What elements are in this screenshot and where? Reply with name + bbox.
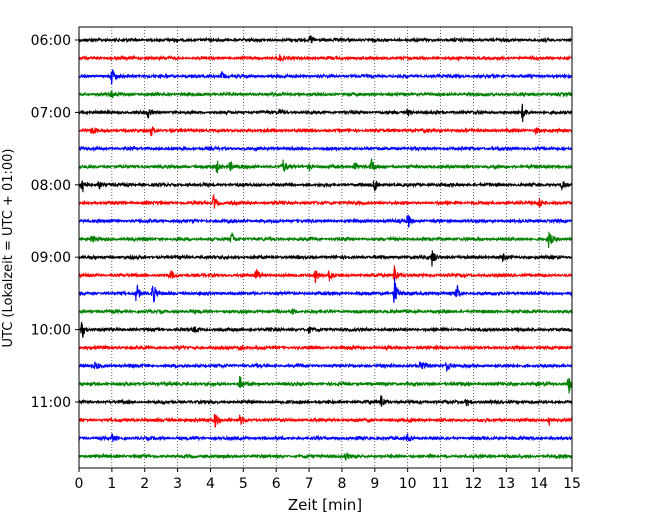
traces bbox=[78, 35, 573, 461]
x-tick-label: 8 bbox=[337, 476, 346, 492]
x-tick-label: 13 bbox=[497, 476, 515, 492]
trace-1115 bbox=[78, 413, 573, 428]
trace-0615 bbox=[78, 54, 573, 62]
x-tick-label: 14 bbox=[530, 476, 548, 492]
trace-0645 bbox=[78, 90, 573, 99]
trace-0715 bbox=[78, 126, 573, 137]
y-tick-label: 11:00 bbox=[31, 395, 71, 411]
y-tick-label: 07:00 bbox=[31, 105, 71, 121]
x-tick-label: 12 bbox=[464, 476, 482, 492]
plot-frame bbox=[78, 26, 573, 469]
trace-0700 bbox=[78, 103, 573, 123]
x-tick-label: 11 bbox=[432, 476, 450, 492]
trace-0630 bbox=[78, 69, 573, 85]
x-tick-label: 6 bbox=[272, 476, 281, 492]
trace-1000 bbox=[78, 321, 573, 338]
plot-background bbox=[79, 27, 572, 468]
x-tick-label: 1 bbox=[107, 476, 116, 492]
y-axis-ticks: 06:00 07:00 08:00 09:00 10:00 11:00 bbox=[31, 33, 79, 411]
trace-1100 bbox=[78, 395, 573, 407]
x-tick-label: 7 bbox=[305, 476, 314, 492]
x-axis-ticks: 0 1 2 3 4 5 6 7 8 9 10 11 12 13 14 15 bbox=[75, 468, 581, 492]
x-tick-label: 0 bbox=[75, 476, 84, 492]
x-tick-label: 3 bbox=[173, 476, 182, 492]
trace-0600 bbox=[78, 35, 573, 44]
y-tick-label: 08:00 bbox=[31, 178, 71, 194]
trace-0815 bbox=[78, 194, 573, 209]
trace-1030 bbox=[78, 361, 573, 373]
x-tick-label: 5 bbox=[239, 476, 248, 492]
x-tick-label: 15 bbox=[563, 476, 581, 492]
y-tick-label: 09:00 bbox=[31, 250, 71, 266]
trace-0745 bbox=[78, 158, 573, 174]
trace-0930 bbox=[78, 277, 573, 303]
trace-1145 bbox=[78, 451, 573, 461]
y-tick-label: 10:00 bbox=[31, 323, 71, 339]
x-axis-label: Zeit [min] bbox=[288, 496, 362, 514]
trace-1130 bbox=[78, 432, 573, 443]
x-tick-label: 10 bbox=[399, 476, 417, 492]
trace-0830 bbox=[78, 214, 573, 228]
y-tick-label: 06:00 bbox=[31, 33, 71, 49]
trace-0945 bbox=[78, 308, 573, 316]
trace-0845 bbox=[78, 231, 573, 249]
y-axis-label: UTC (Lokalzeit = UTC + 01:00) bbox=[1, 149, 16, 348]
x-tick-label: 2 bbox=[140, 476, 149, 492]
trace-0800 bbox=[78, 180, 573, 193]
trace-0900 bbox=[78, 250, 573, 267]
trace-0730 bbox=[78, 144, 573, 153]
trace-1045 bbox=[78, 376, 573, 394]
x-tick-label: 9 bbox=[370, 476, 379, 492]
x-tick-label: 4 bbox=[206, 476, 215, 492]
trace-0915 bbox=[78, 265, 573, 284]
trace-1015 bbox=[78, 344, 573, 352]
